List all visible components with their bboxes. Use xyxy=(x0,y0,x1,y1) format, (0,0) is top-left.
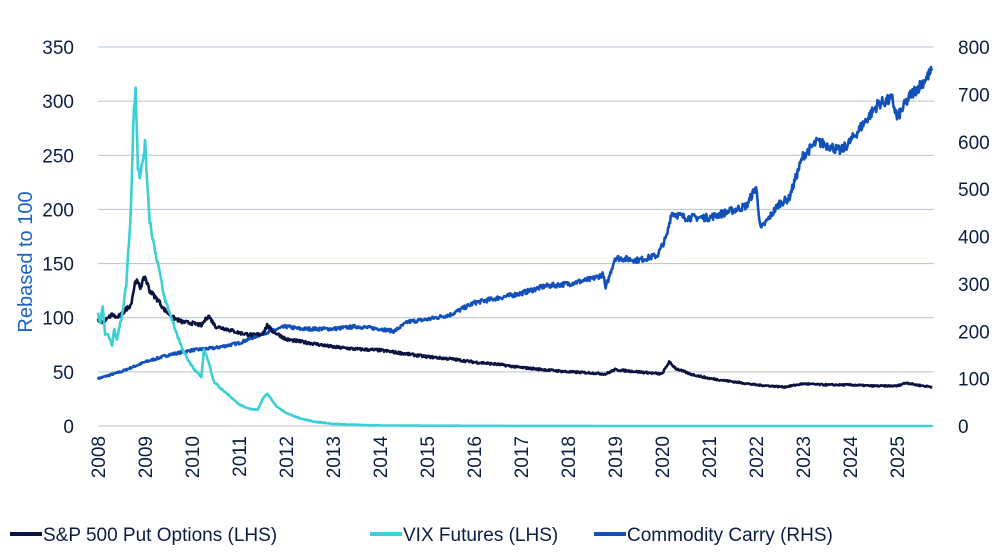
right-tick-label: 600 xyxy=(958,133,990,154)
x-tick-label: 2009 xyxy=(136,436,157,478)
left-tick-label: 100 xyxy=(42,309,74,330)
right-tick-label: 100 xyxy=(958,370,990,391)
legend-label: S&P 500 Put Options (LHS) xyxy=(43,525,277,546)
x-axis-ticks: 2008 2009 2010 2011 2012 2013 2014 2015 2016 2017… xyxy=(89,436,909,479)
x-tick-label: 2024 xyxy=(841,436,862,479)
left-tick-label: 250 xyxy=(42,146,74,167)
x-tick-label: 2017 xyxy=(512,436,533,478)
legend: S&P 500 Put Options (LHS) VIX Futures (LH… xyxy=(10,525,833,546)
x-tick-label: 2018 xyxy=(559,436,580,478)
left-tick-label: 350 xyxy=(42,38,74,59)
right-tick-label: 700 xyxy=(958,85,990,106)
x-tick-label: 2020 xyxy=(653,436,674,478)
right-tick-label: 400 xyxy=(958,228,990,249)
x-tick-label: 2023 xyxy=(794,436,815,478)
right-tick-label: 800 xyxy=(958,38,990,59)
legend-label: Commodity Carry (RHS) xyxy=(627,525,833,546)
right-tick-label: 0 xyxy=(958,417,969,438)
x-tick-label: 2008 xyxy=(89,436,110,478)
x-tick-label: 2015 xyxy=(418,436,439,478)
x-tick-label: 2010 xyxy=(183,436,204,478)
left-tick-label: 200 xyxy=(42,200,74,221)
y-axis-label: Rebased to 100 xyxy=(15,191,37,332)
series-line xyxy=(96,65,934,380)
left-tick-label: 150 xyxy=(42,255,74,276)
x-tick-label: 2019 xyxy=(606,436,627,478)
left-tick-label: 0 xyxy=(63,417,74,438)
x-tick-label: 2022 xyxy=(747,436,768,478)
left-axis-ticks: 0 50 100 150 200 250 300 350 xyxy=(42,38,74,438)
x-tick-label: 2021 xyxy=(700,436,721,478)
x-tick-label: 2013 xyxy=(324,436,345,478)
series-line xyxy=(96,86,933,428)
right-axis-ticks: 0 100 200 300 400 500 600 700 800 xyxy=(958,38,990,438)
right-tick-label: 200 xyxy=(958,322,990,343)
right-tick-label: 300 xyxy=(958,275,990,296)
x-tick-label: 2025 xyxy=(888,436,909,478)
x-tick-label: 2012 xyxy=(277,436,298,478)
series-lines xyxy=(96,65,934,428)
left-tick-label: 300 xyxy=(42,92,74,113)
series-line xyxy=(96,275,933,389)
x-tick-label: 2016 xyxy=(465,436,486,478)
gridlines xyxy=(98,46,934,427)
right-tick-label: 500 xyxy=(958,180,990,201)
x-tick-label: 2014 xyxy=(371,436,392,479)
left-tick-label: 50 xyxy=(53,363,74,384)
legend-label: VIX Futures (LHS) xyxy=(403,525,558,546)
x-tick-label: 2011 xyxy=(230,436,251,477)
